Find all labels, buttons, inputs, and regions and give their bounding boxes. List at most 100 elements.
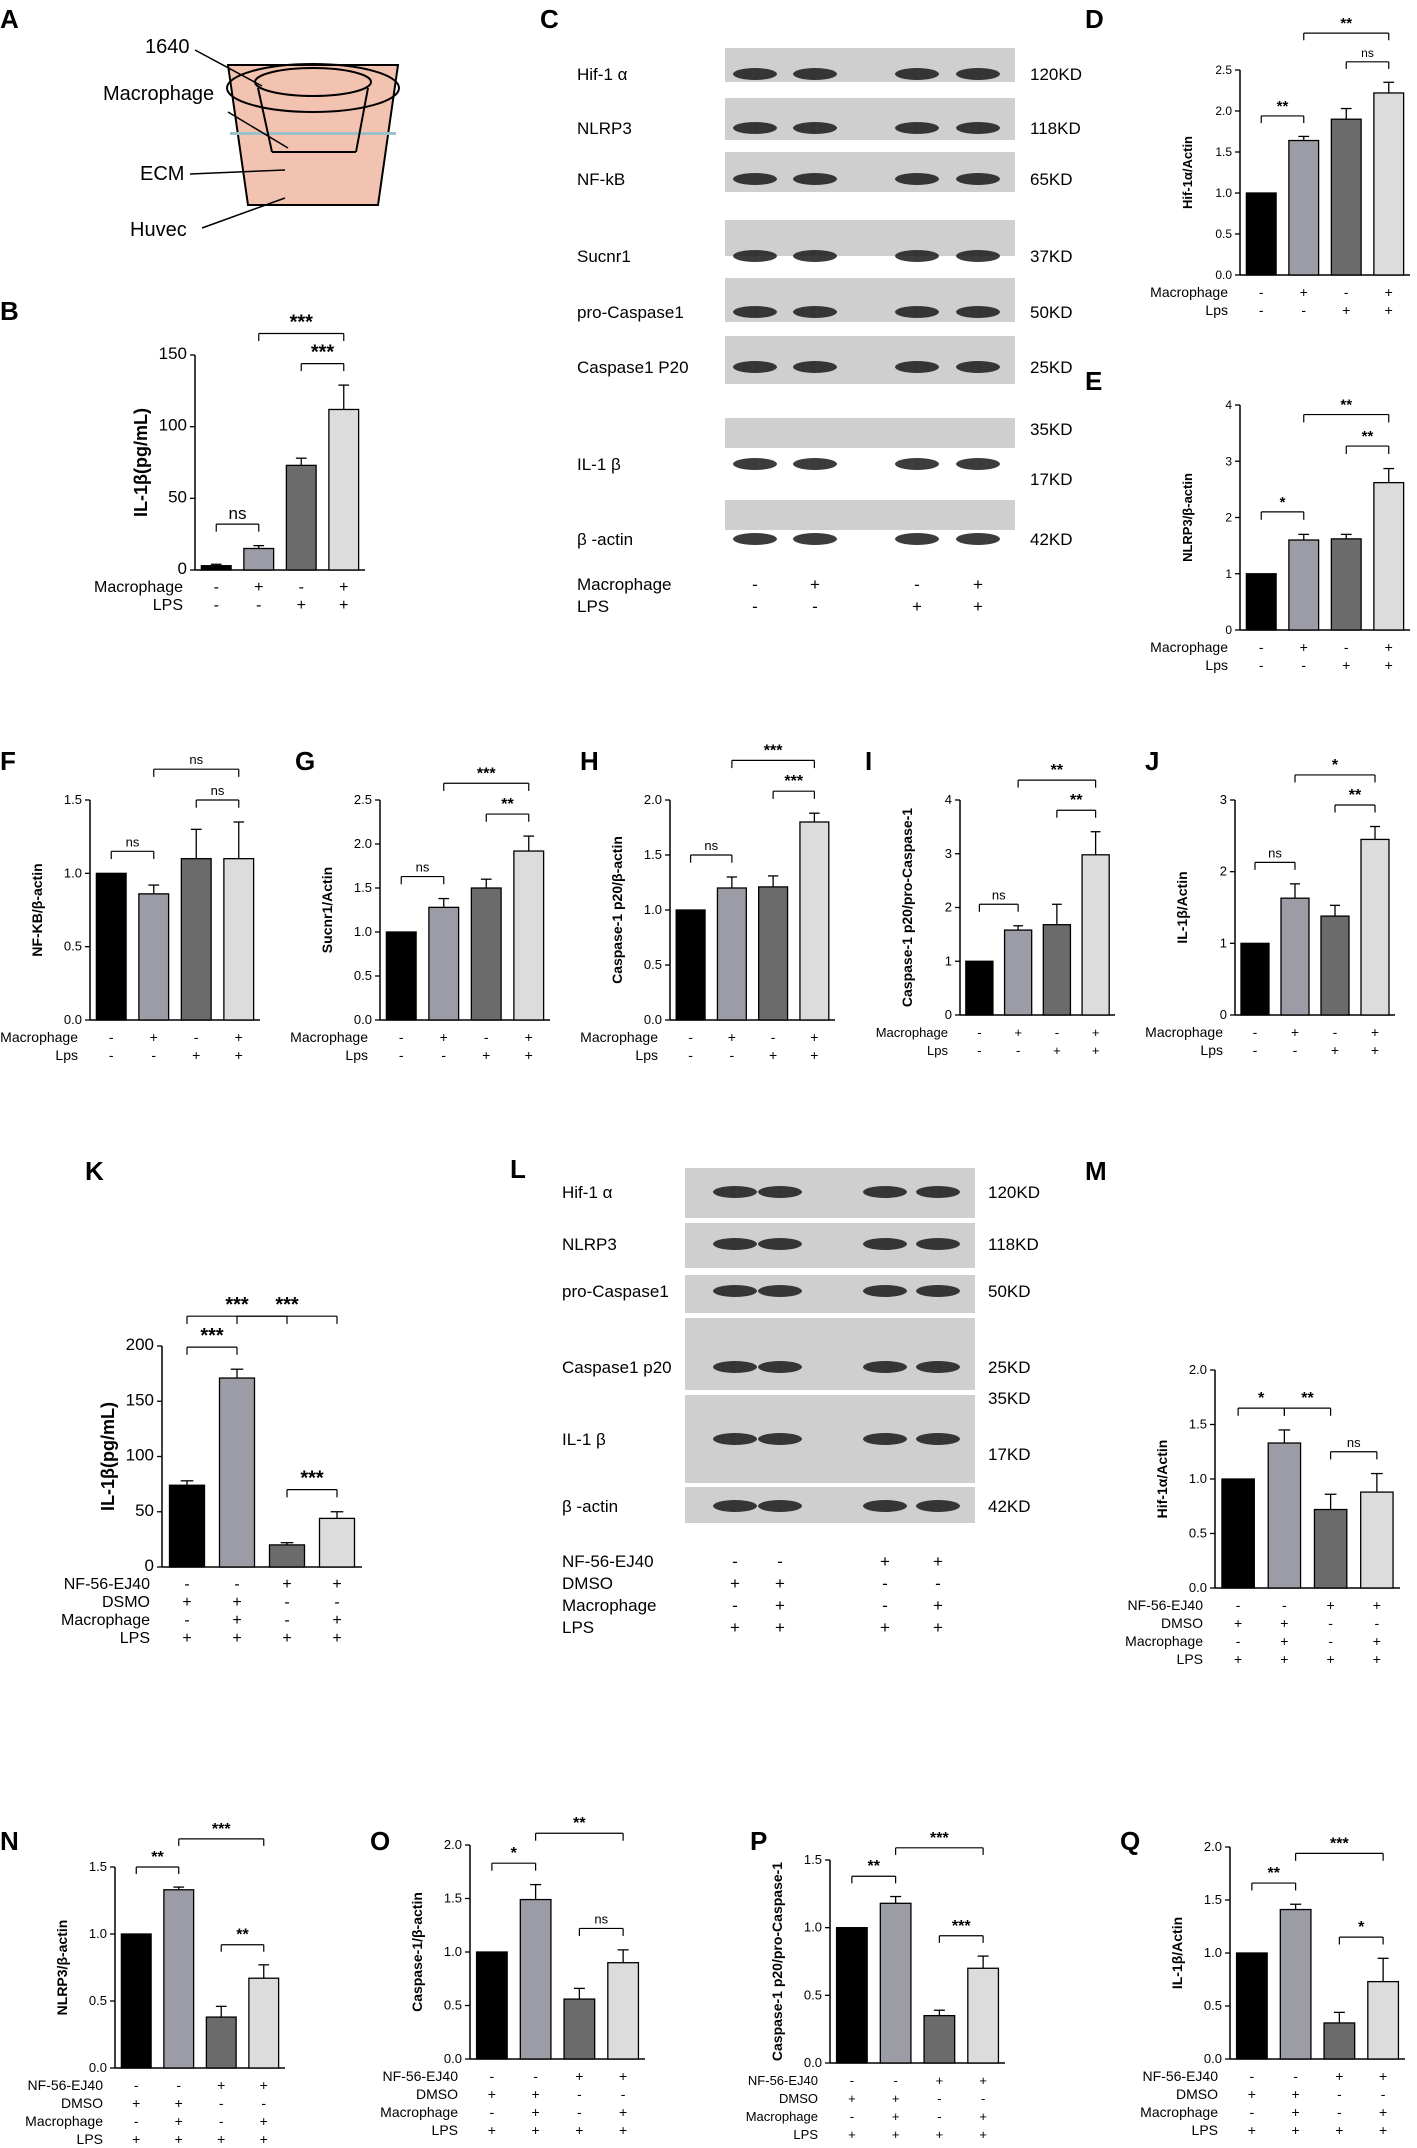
blot-band	[916, 1186, 960, 1198]
condition-sign: +	[936, 2073, 944, 2088]
condition-sign: +	[260, 2131, 268, 2147]
condition-sign: +	[182, 1630, 191, 1647]
y-tick-label: 1.0	[354, 924, 372, 939]
condition-sign: -	[1259, 284, 1264, 300]
bar	[248, 1977, 280, 2069]
condition-label: NF-56-EJ40	[1143, 2068, 1219, 2084]
condition-sign: +	[182, 1594, 191, 1611]
panel-label-o: O	[370, 1826, 390, 1856]
y-axis-label: Caspase-1 p20/pro-Caspase-1	[769, 1862, 785, 2061]
y-tick-label: 1.5	[1215, 145, 1232, 159]
condition-label: NF-56-EJ40	[383, 2068, 459, 2084]
y-tick-label: 4	[1225, 398, 1232, 412]
blot-band	[713, 1500, 757, 1512]
condition-sign: +	[282, 1630, 291, 1647]
y-tick-label: 4	[945, 792, 952, 807]
significance-label: ***	[477, 765, 496, 782]
bar	[1360, 1491, 1394, 1589]
condition-label: Lps	[635, 1047, 658, 1063]
blot-band	[863, 1285, 907, 1297]
blot-condition-sign: +	[730, 1574, 740, 1593]
blot-condition-sign: -	[935, 1574, 941, 1593]
condition-sign: -	[850, 2073, 854, 2088]
bar	[95, 872, 127, 1021]
blot-condition-label: NF-56-EJ40	[562, 1552, 654, 1571]
y-axis-label: IL-1β(pg/mL)	[98, 1402, 118, 1511]
condition-sign: -	[1250, 2068, 1255, 2084]
condition-sign: +	[979, 2109, 987, 2124]
condition-sign: +	[232, 1630, 241, 1647]
blot-condition-sign: +	[973, 597, 983, 616]
blot-band	[713, 1361, 757, 1373]
condition-sign: +	[1373, 1633, 1381, 1649]
bar	[563, 1998, 596, 2060]
blot-band	[733, 458, 777, 470]
blot-band	[793, 533, 837, 545]
condition-sign: -	[256, 597, 261, 614]
condition-sign: +	[235, 1047, 243, 1063]
blot-condition-sign: +	[880, 1618, 890, 1637]
blot-condition-sign: +	[973, 575, 983, 594]
blot-condition-sign: +	[775, 1574, 785, 1593]
condition-sign: -	[1337, 2104, 1342, 2120]
blot-band	[713, 1186, 757, 1198]
blot-band	[758, 1186, 802, 1198]
bar	[223, 858, 255, 1021]
y-tick-label: 50	[168, 487, 187, 506]
blot-band	[956, 306, 1000, 318]
condition-sign: +	[979, 2073, 987, 2088]
condition-label: DMSO	[1161, 1615, 1203, 1631]
condition-sign: -	[334, 1594, 339, 1611]
blot-band	[733, 173, 777, 185]
condition-sign: -	[214, 579, 219, 596]
condition-sign: +	[525, 1029, 533, 1045]
bar	[799, 821, 830, 1021]
condition-label: Lps	[55, 1047, 78, 1063]
condition-sign: -	[176, 2077, 181, 2093]
blot-condition-sign: +	[775, 1618, 785, 1637]
blot-band	[956, 122, 1000, 134]
condition-sign: -	[1016, 1043, 1020, 1058]
bar	[1235, 1952, 1268, 2060]
y-tick-label: 1.5	[444, 1891, 462, 1906]
significance-label: ns	[1268, 845, 1282, 860]
condition-sign: +	[192, 1047, 200, 1063]
condition-sign: -	[284, 1594, 289, 1611]
condition-sign: +	[728, 1029, 736, 1045]
condition-sign: -	[184, 1576, 189, 1593]
condition-label: NF-56-EJ40	[64, 1576, 150, 1593]
y-tick-label: 2	[1220, 864, 1227, 879]
chart-p: 0.0 0.5 1.0 1.5 Caspase-1 p20/pro-Caspase-1 N…	[746, 1830, 1005, 2142]
bar	[1323, 2022, 1356, 2060]
blot-strip	[725, 336, 1015, 384]
condition-sign: +	[1234, 1651, 1242, 1667]
y-axis-label: Sucnr1/Actin	[319, 867, 335, 953]
condition-sign: +	[1342, 657, 1350, 673]
blot-protein-label: NLRP3	[577, 119, 632, 138]
significance-label: **	[236, 1927, 249, 1944]
y-tick-label: 1.5	[89, 1859, 107, 1874]
y-tick-label: 1.0	[804, 1920, 822, 1935]
label-huvec: Huvec	[130, 219, 187, 241]
panel-label-g: G	[295, 746, 315, 776]
condition-sign: -	[577, 2086, 582, 2102]
condition-label: Macrophage	[94, 579, 183, 596]
blot-condition-sign: +	[730, 1618, 740, 1637]
condition-sign: +	[1371, 1042, 1379, 1058]
condition-sign: +	[1385, 657, 1393, 673]
condition-sign: +	[1327, 1597, 1335, 1613]
y-tick-label: 2.5	[1215, 63, 1232, 77]
condition-sign: +	[1373, 1597, 1381, 1613]
significance-label: ***	[952, 1918, 971, 1935]
panel-label-f: F	[0, 746, 16, 776]
significance-label: **	[1051, 762, 1064, 779]
condition-sign: -	[1250, 2104, 1255, 2120]
condition-sign: +	[1014, 1025, 1022, 1040]
y-tick-label: 0	[945, 1007, 952, 1022]
blot-band	[916, 1285, 960, 1297]
chart-f: 0.0 0.5 1.0 1.5 NF-KB/β-actin Macrophage - + - + L…	[0, 752, 260, 1063]
condition-sign: -	[441, 1047, 446, 1063]
significance-label: ***	[300, 1468, 324, 1490]
condition-sign: -	[1253, 1042, 1258, 1058]
